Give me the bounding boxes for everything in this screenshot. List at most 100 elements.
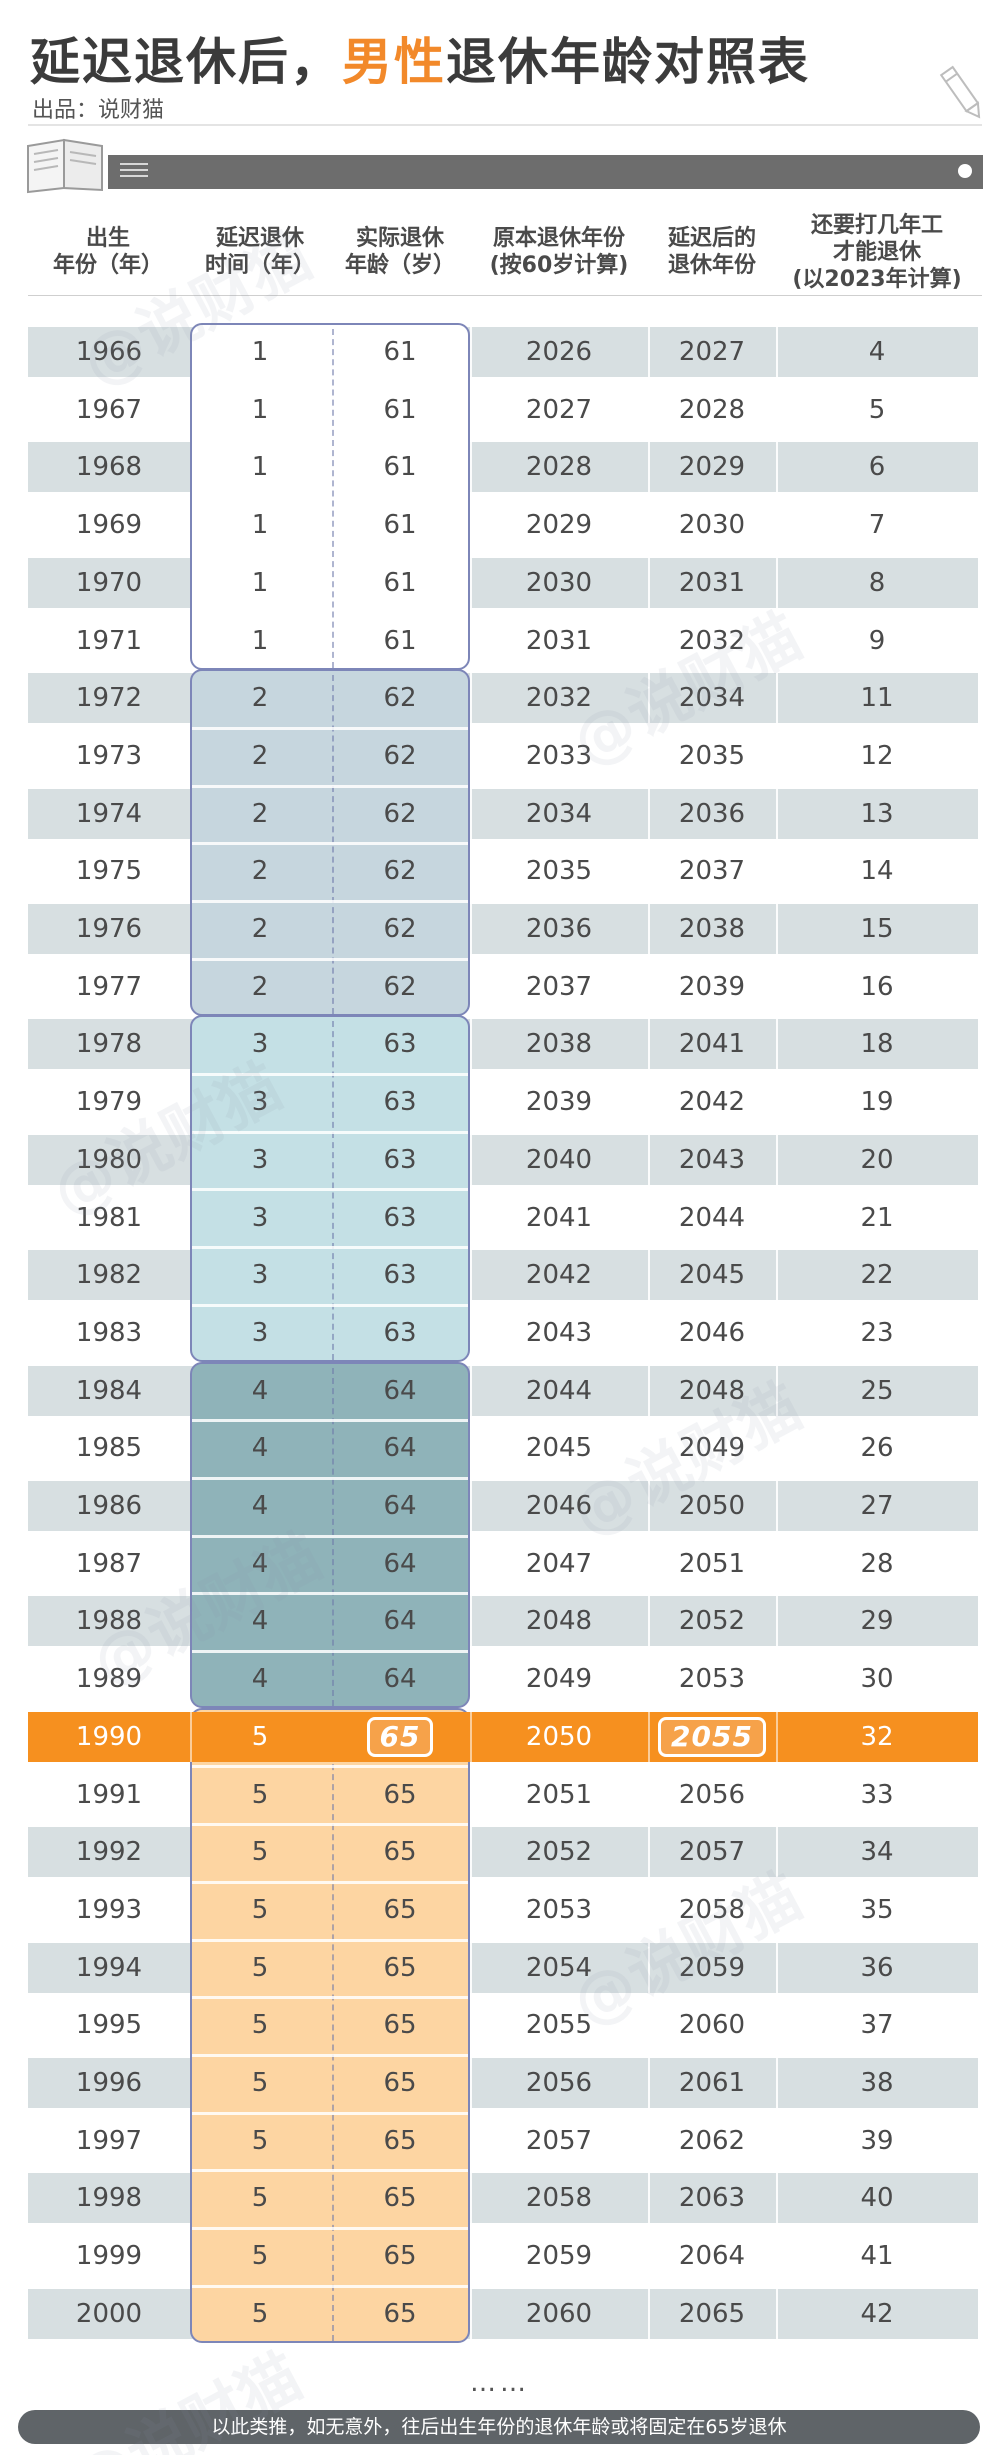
cell-delayed-year: 2049 [678,1433,746,1464]
table-row-cells: 1999 5 65 2059 2064 41 [28,2231,978,2282]
cell-actual-age: 65 [330,1712,470,1762]
table-row-cells: 1990 5 65 2050 2055 32 [28,1711,978,1762]
cell-delay-years: 1 [251,510,269,541]
cell-years-left: 20 [860,1144,894,1175]
cell-years-left: 4 [868,337,886,367]
cell-actual-age: 63 [383,1144,417,1175]
cell-delay-years: 1 [251,567,269,598]
cell-delay-years: 5 [251,2298,269,2329]
table-row-cells: 2000 5 65 2060 2065 42 [28,2288,978,2339]
cell-delayed-year: 2030 [678,510,746,541]
cell-delay-years: 1 [251,625,269,656]
table-row-cells: 1976 2 62 2036 2038 15 [28,904,978,954]
cell-delayed-year: 2043 [678,1144,746,1175]
column-divider [648,1423,650,1474]
cell-delayed-year: 2027 [678,337,746,367]
cell-delay-years: 5 [251,1952,269,1983]
column-divider [776,2000,778,2051]
table-row-cells: 1966 1 61 2026 2027 4 [28,327,978,377]
table-row-cells: 1978 3 63 2038 2041 18 [28,1019,978,1070]
column-divider [470,1250,472,1301]
cell-delayed-year: 2028 [678,394,746,425]
cell-years-left: 8 [868,567,886,598]
cell-delayed-year: 2064 [678,2241,746,2272]
cell-birth-year: 1987 [75,1548,143,1579]
column-divider [470,1365,472,1416]
cell-years-left: 40 [860,2183,894,2214]
cell-years-left: 38 [860,2068,894,2098]
table-row-cells: 1968 1 61 2028 2029 6 [28,442,978,493]
cell-birth-year: 1971 [75,625,143,656]
column-divider [470,1538,472,1589]
cell-birth-year: 1981 [75,1202,143,1233]
cell-original-year: 2059 [525,2241,593,2272]
column-divider [776,788,778,839]
top-bar [108,155,983,189]
cell-delay-years: 1 [251,394,269,425]
group-row-separator [192,1592,468,1596]
column-divider [648,1596,650,1647]
column-divider [470,384,472,435]
table-row-cells: 1970 1 61 2030 2031 8 [28,557,978,608]
table-row [28,1827,978,1878]
group-row-separator [192,1246,468,1250]
cell-original-year: 2046 [525,1491,593,1521]
cell-delayed-year: 2048 [678,1375,746,1406]
cell-delay-years: 4 [251,1433,269,1464]
cell-birth-year: 1978 [75,1029,143,1060]
column-divider [470,961,472,1012]
cell-delayed-year: 2037 [678,856,746,887]
column-divider [648,1192,650,1243]
table-row-cells: 1984 4 64 2044 2048 25 [28,1365,978,1416]
column-divider [470,615,472,666]
cell-years-left: 28 [860,1548,894,1579]
group-row-separator [192,1996,468,2000]
column-divider [648,2115,650,2166]
column-divider [470,500,472,551]
column-divider [776,1019,778,1070]
cell-birth-year: 1999 [75,2241,143,2272]
cell-delayed-year: 2058 [678,1894,746,1925]
cell-delayed-year: 2039 [678,971,746,1002]
cell-actual-age: 65 [383,2068,417,2098]
table-row-cells: 1982 3 63 2042 2045 22 [28,1250,978,1301]
cell-delayed-year: 2052 [678,1606,746,1637]
column-divider [776,904,778,954]
table-row-cells: 1974 2 62 2034 2036 13 [28,788,978,839]
table-row-cells: 1977 2 62 2037 2039 16 [28,961,978,1012]
group-row-separator [192,1476,468,1480]
cell-delayed-year: 2029 [678,452,746,483]
cell-original-year: 2036 [525,914,593,944]
column-divider [648,615,650,666]
dot-icon [958,164,972,178]
column-divider [470,2058,472,2108]
column-divider [776,1192,778,1243]
column-divider [776,1250,778,1301]
cell-birth-year: 1980 [75,1144,143,1175]
cell-actual-age: 61 [383,337,417,367]
column-divider [776,2288,778,2339]
cell-original-year: 2050 [525,1721,593,1752]
cell-years-left: 42 [860,2298,894,2329]
cell-birth-year: 1985 [75,1433,143,1464]
column-divider [648,2173,650,2224]
cell-delayed-year: 2038 [678,914,746,944]
cell-actual-age: 65 [383,1837,417,1868]
col-header-original-year: 原本退休年份 (按60岁计算) [489,226,629,278]
cell-actual-age: 65 [383,1779,417,1810]
cell-delayed-year: 2055 [648,1712,776,1762]
cell-delayed-year: 2034 [678,683,746,714]
cell-delay-years: 5 [251,2068,269,2098]
group-row-separator [192,1938,468,1942]
group-row-separator [192,899,468,903]
byline: 出品：说财猫 [32,98,165,123]
column-divider [470,1423,472,1474]
cell-years-left: 6 [868,452,886,483]
table-row [28,442,978,493]
cell-years-left: 36 [860,1952,894,1983]
column-divider [470,1769,472,1820]
cell-delayed-year: 2041 [678,1029,746,1060]
column-divider [648,557,650,608]
table-row-cells: 1992 5 65 2052 2057 34 [28,1827,978,1878]
cell-delay-years: 1 [251,452,269,483]
